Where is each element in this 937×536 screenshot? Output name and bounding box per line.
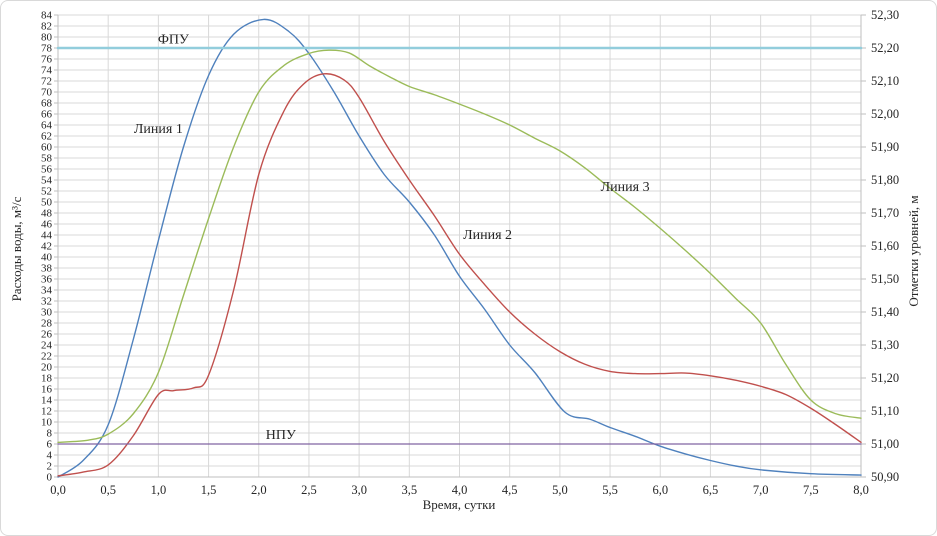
y-axis-left-tick-label: 56 <box>41 164 53 176</box>
y-axis-left-tick-label: 30 <box>41 307 53 319</box>
y-axis-left-tick-label: 78 <box>41 43 53 55</box>
y-axis-left-tick-label: 28 <box>41 318 53 330</box>
y-axis-left-tick-label: 40 <box>41 252 53 264</box>
y-axis-left-tick-label: 14 <box>41 395 53 407</box>
x-axis-tick-label: 0,0 <box>50 483 66 497</box>
x-axis-tick-label: 5,5 <box>602 483 618 497</box>
x-axis-tick-label: 8,0 <box>853 483 869 497</box>
x-axis-tick-label: 4,0 <box>452 483 468 497</box>
y-axis-left-tick-label: 4 <box>47 450 53 462</box>
y-axis-right-tick-label: 51,00 <box>871 437 899 451</box>
x-axis-tick-label: 2,0 <box>251 483 267 497</box>
x-axis-title: Время, сутки <box>423 497 496 512</box>
y-axis-left-tick-label: 2 <box>47 461 53 473</box>
y-axis-right-tick-label: 51,70 <box>871 206 899 220</box>
annotation-label: Линия 3 <box>601 180 650 195</box>
y-axis-left-tick-label: 84 <box>41 10 53 22</box>
series-line-2 <box>57 73 862 477</box>
y-axis-left-tick-label: 26 <box>41 329 53 341</box>
y-axis-left-tick-label: 6 <box>47 439 53 451</box>
y-axis-left-tick-label: 46 <box>41 219 53 231</box>
y-axis-left-title: Расходы воды, м³/с <box>9 196 24 301</box>
y-axis-left-tick-label: 76 <box>41 54 53 66</box>
y-axis-left-tick-label: 60 <box>41 142 53 154</box>
y-axis-left-tick-label: 18 <box>41 373 53 385</box>
y-axis-left-tick-label: 66 <box>41 109 53 121</box>
series-layer <box>56 18 863 478</box>
y-axis-left-tick-label: 16 <box>41 384 53 396</box>
y-axis-left-tick-label: 12 <box>41 406 52 418</box>
y-axis-left-tick-label: 42 <box>41 241 52 253</box>
y-axis-left-tick-label: 20 <box>41 362 53 374</box>
y-axis-left-tick-label: 70 <box>41 87 53 99</box>
y-axis-left-tick-label: 52 <box>41 186 52 198</box>
y-axis-left-tick-label: 50 <box>41 197 53 209</box>
x-axis-tick-label: 4,5 <box>502 483 518 497</box>
grid-layer <box>57 14 862 478</box>
y-axis-left-tick-label: 54 <box>41 175 53 187</box>
tick-label-layer: 0246810121416182022242628303234363840424… <box>41 8 899 497</box>
annotation-label: ФПУ <box>158 33 189 48</box>
y-axis-right-tick-label: 52,30 <box>871 8 899 22</box>
x-axis-tick-label: 3,5 <box>402 483 418 497</box>
series-line-3 <box>57 49 862 444</box>
x-axis-tick-label: 6,0 <box>652 483 668 497</box>
y-axis-left-tick-label: 22 <box>41 351 52 363</box>
y-axis-left-tick-label: 38 <box>41 263 53 275</box>
y-axis-left-tick-label: 34 <box>41 285 53 297</box>
y-axis-right-tick-label: 51,10 <box>871 404 899 418</box>
y-axis-right-tick-label: 52,00 <box>871 107 899 121</box>
y-axis-right-tick-label: 51,40 <box>871 305 899 319</box>
y-axis-left-tick-label: 48 <box>41 208 53 220</box>
y-axis-left-tick-label: 72 <box>41 76 52 88</box>
x-axis-tick-label: 7,0 <box>753 483 769 497</box>
y-axis-left-tick-label: 58 <box>41 153 53 165</box>
x-axis-tick-label: 0,5 <box>100 483 116 497</box>
y-axis-left-tick-label: 10 <box>41 417 53 429</box>
y-axis-right-tick-label: 51,80 <box>871 173 899 187</box>
y-axis-right-tick-label: 52,10 <box>871 74 899 88</box>
annotation-label: Линия 2 <box>463 228 512 243</box>
y-axis-left-tick-label: 24 <box>41 340 53 352</box>
y-axis-left-tick-label: 36 <box>41 274 53 286</box>
y-axis-right-tick-label: 50,90 <box>871 470 899 484</box>
y-axis-left-tick-label: 80 <box>41 32 53 44</box>
y-axis-left-tick-label: 44 <box>41 230 53 242</box>
y-axis-left-tick-label: 68 <box>41 98 53 110</box>
y-axis-left-tick-label: 32 <box>41 296 52 308</box>
y-axis-right-tick-label: 51,30 <box>871 338 899 352</box>
x-axis-tick-label: 6,5 <box>703 483 719 497</box>
y-axis-right-tick-label: 51,90 <box>871 140 899 154</box>
x-axis-tick-label: 3,0 <box>351 483 367 497</box>
y-axis-left-tick-label: 8 <box>47 428 53 440</box>
x-axis-tick-label: 1,0 <box>151 483 167 497</box>
x-axis-tick-label: 5,0 <box>552 483 568 497</box>
series-line-1 <box>57 18 862 478</box>
y-axis-right-tick-label: 51,60 <box>871 239 899 253</box>
x-axis-tick-label: 2,5 <box>301 483 317 497</box>
y-axis-left-tick-label: 62 <box>41 131 52 143</box>
y-axis-right-tick-label: 51,20 <box>871 371 899 385</box>
y-axis-left-tick-label: 0 <box>47 472 53 484</box>
annotation-label: Линия 1 <box>134 122 183 137</box>
x-axis-tick-label: 7,5 <box>803 483 819 497</box>
y-axis-left-tick-label: 82 <box>41 21 52 33</box>
x-axis-tick-label: 1,5 <box>201 483 217 497</box>
annotation-layer: ФПУ Линия 1 Линия 2 Линия 3 НПУ <box>134 33 650 443</box>
y-axis-right-tick-label: 52,20 <box>871 41 899 55</box>
y-axis-left-tick-label: 64 <box>41 120 53 132</box>
y-axis-right-title: Отметки уровней, м <box>906 195 921 306</box>
y-axis-left-tick-label: 74 <box>41 65 53 77</box>
y-axis-right-tick-label: 51,50 <box>871 272 899 286</box>
annotation-label: НПУ <box>266 428 296 443</box>
